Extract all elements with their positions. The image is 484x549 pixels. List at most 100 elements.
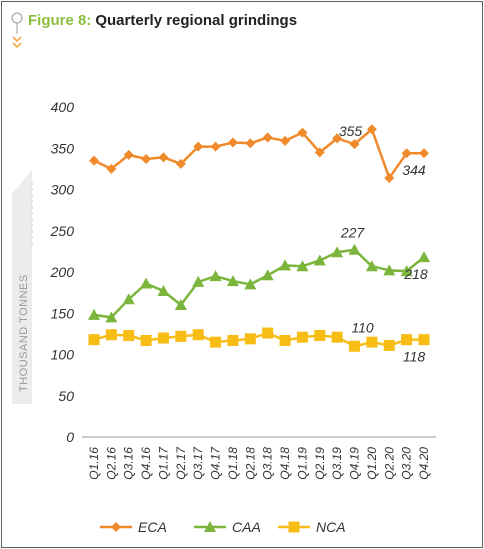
caa-data-point [174,299,187,310]
caa-data-point [400,265,413,277]
y-axis-ticks: 0 50 100 150 200 250 300 350 400 [50,99,75,445]
nca-data-point [157,332,169,344]
caa-data-point [313,254,326,266]
x-tick-label: Q1.16 [87,447,101,480]
eca-data-point [141,153,152,164]
x-tick-label: Q4.17 [209,446,223,480]
eca-data-point [401,148,412,159]
caa-data-point [296,260,309,272]
x-tick-label: Q2.16 [104,447,118,480]
nca-data-point [314,330,326,342]
eca-data-point [123,149,134,160]
nca-data-point [349,340,361,352]
caa-data-point [157,284,170,296]
eca-data-point [262,132,273,143]
y-tick-label: 200 [50,264,75,280]
caa-data-point [244,278,257,290]
eca-data-point [297,127,308,138]
x-tick-label: Q3.18 [261,447,275,480]
caa-data-point [365,260,378,272]
legend-marker [204,521,216,532]
x-tick-label: Q4.16 [139,447,153,480]
caa-data-point [331,246,344,258]
caa-data-point [122,293,135,305]
caa-data-point [226,275,239,287]
nca-data-point [366,336,378,348]
series-markers [88,124,430,352]
y-tick-label: 400 [51,99,75,115]
nca-data-point [227,334,239,346]
caa-data-point [418,251,430,263]
caa-data-point [192,275,205,287]
nca-data-point [418,334,430,346]
x-tick-label: Q3.16 [122,447,136,480]
eca-data-point [419,148,429,159]
nca-data-point [401,334,413,346]
caa-data-point [209,270,222,282]
y-tick-label: 50 [58,388,74,404]
data-label: 118 [403,349,426,365]
nca-data-point [123,330,135,342]
y-tick-label: 150 [51,305,75,321]
data-label: 110 [351,319,374,335]
figure-header: Figure 8: Quarterly regional grindings [11,12,297,49]
legend-marker [111,522,121,532]
eca-data-point [245,138,256,149]
series-lines [93,127,425,348]
data-label: 344 [402,162,426,178]
eca-data-point [349,139,360,150]
nca-data-point [105,329,117,341]
eca-data-point [314,147,325,158]
nca-data-point [88,334,100,346]
x-tick-label: Q4.19 [348,447,362,480]
y-tick-label: 250 [50,223,75,239]
y-tick-label: 350 [51,140,75,156]
x-tick-label: Q3.20 [400,447,414,480]
nca-data-point [175,330,187,342]
legend-label: NCA [316,519,346,535]
legend-item-nca: NCA [278,519,346,535]
x-tick-label: Q4.18 [278,447,292,480]
eca-data-point [89,155,99,166]
eca-series-line [93,127,424,181]
figure-label: Figure 8: [28,12,92,29]
nca-data-point [383,339,395,351]
x-tick-label: Q2.18 [243,447,257,480]
eca-data-point [210,141,221,152]
x-tick-label: Q2.19 [313,447,327,480]
eca-data-point [227,137,238,148]
caa-data-point [105,311,118,323]
caa-data-point [261,269,274,281]
legend-label: CAA [232,519,261,535]
caa-data-point [279,259,292,271]
caa-data-point [383,264,396,276]
eca-data-point [280,135,291,146]
line-chart: THOUSAND TONNES 0 50 100 150 200 250 300 350 400… [12,99,436,535]
nca-data-point [262,327,274,339]
x-tick-label: Q2.20 [382,447,396,480]
caa-data-point [140,277,153,289]
x-tick-label: Q1.20 [365,447,379,480]
eca-data-point [158,152,169,163]
data-annotations: 355 344 227 218 110 118 [339,123,428,365]
nca-data-point [331,331,343,343]
y-axis-label-band: THOUSAND TONNES [12,170,33,404]
legend-marker [288,521,300,533]
legend: ECA CAA NCA [100,519,346,535]
y-tick-label: 0 [66,429,74,445]
eca-data-point [175,158,186,169]
nca-data-point [244,333,256,345]
eca-data-point [193,141,204,152]
nca-data-point [210,336,222,348]
y-tick-label: 100 [51,347,75,363]
data-label: 355 [339,123,363,139]
eca-data-point [384,172,395,183]
eca-data-point [332,133,343,144]
x-axis-ticks: Q1.16 Q2.16 Q3.16 Q4.16 Q1.17 Q2.17 Q3.17 Q4.17… [87,446,431,480]
nca-data-point [279,334,291,346]
data-label: 218 [403,266,428,282]
legend-item-caa: CAA [194,519,261,535]
nca-data-point [296,331,308,343]
eca-data-point [366,124,377,135]
